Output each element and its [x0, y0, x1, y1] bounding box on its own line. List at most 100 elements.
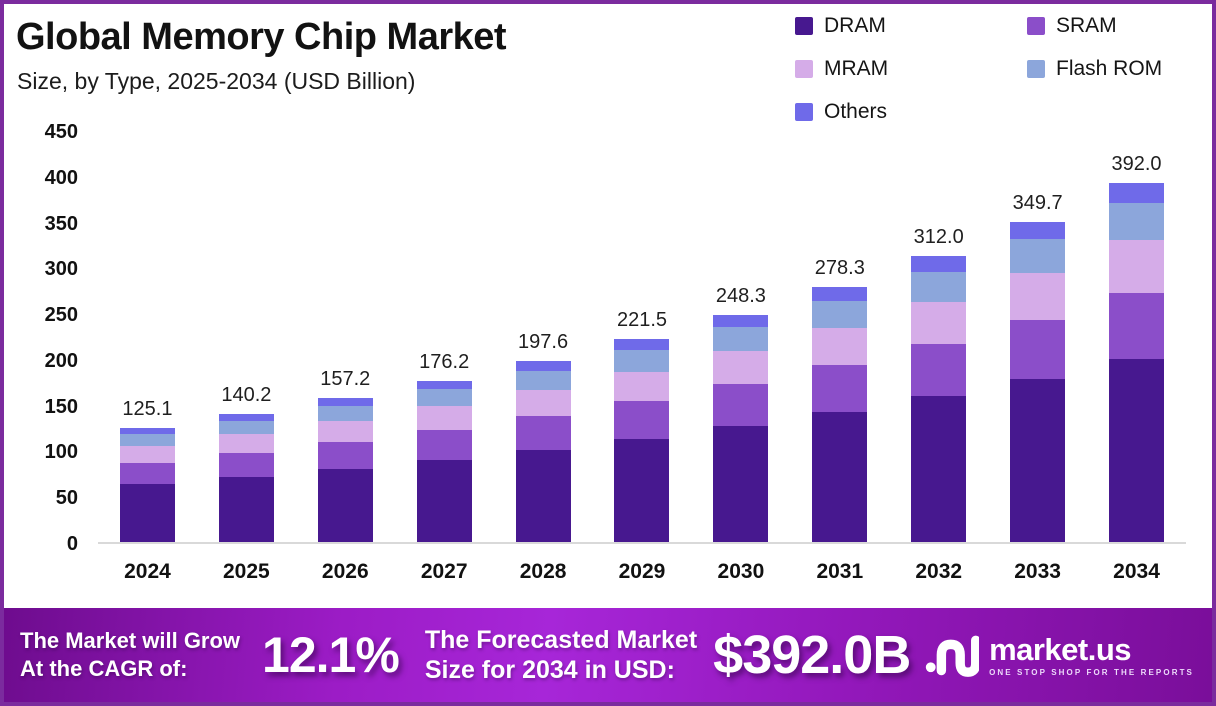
bar-slot-2033: 349.7: [988, 132, 1087, 542]
y-axis-tick-label: 150: [44, 395, 78, 418]
bar-segment-dram-2028: [515, 449, 571, 542]
y-axis-tick-label: 200: [44, 349, 78, 372]
bar-segment-sram-2033: [1010, 319, 1066, 379]
bar-segment-mram-2030: [713, 350, 769, 385]
bar-segment-mram-2029: [614, 371, 670, 402]
bar-segment-mram-2027: [416, 406, 472, 431]
forecast-label: The Forecasted Market Size for 2034 in U…: [425, 625, 697, 685]
x-axis-label-2032: 2032: [915, 560, 963, 583]
x-axis-label-2026: 2026: [321, 560, 369, 583]
y-axis-tick-label: 100: [44, 441, 78, 464]
bar-segment-others-2029: [614, 339, 670, 351]
bar-total-label-2026: 157.2: [320, 368, 371, 391]
bar-segment-flash-rom-2028: [515, 370, 571, 390]
y-axis-tick-label: 300: [44, 258, 78, 281]
legend-label: Flash ROM: [1056, 57, 1163, 80]
bar-segment-others-2027: [416, 380, 472, 390]
legend-item-sram: SRAM: [1027, 14, 1162, 38]
bar-segment-mram-2034: [1109, 240, 1165, 293]
bar-total-label-2025: 140.2: [221, 383, 272, 406]
x-axis-label-2029: 2029: [618, 560, 666, 583]
bar-total-label-2034: 392.0: [1111, 153, 1162, 176]
x-axis-label-2033: 2033: [1014, 560, 1061, 583]
bar-total-label-2033: 349.7: [1012, 191, 1063, 214]
bar-slot-2026: 157.2: [296, 132, 395, 542]
forecast-label-line1: The Forecasted Market: [424, 626, 698, 654]
bar-segment-dram-2025: [218, 476, 274, 542]
bar-segment-flash-rom-2027: [416, 389, 472, 407]
bar-segment-flash-rom-2034: [1109, 202, 1165, 241]
legend-swatch-icon: [795, 103, 813, 121]
bar-slot-2028: 197.6: [494, 132, 593, 542]
bar-segment-mram-2032: [911, 301, 967, 344]
bar-segment-dram-2031: [812, 412, 868, 542]
stacked-bar-2029: [614, 339, 670, 542]
legend-swatch-icon: [795, 60, 813, 78]
bar-segment-flash-rom-2031: [812, 300, 868, 328]
bar-segment-dram-2029: [614, 438, 670, 542]
x-axis-label-2030: 2030: [717, 560, 765, 583]
bar-segment-flash-rom-2026: [317, 405, 373, 421]
stacked-bar-2026: [317, 398, 373, 542]
bar-segment-others-2025: [218, 413, 274, 421]
y-axis-tick-label: 0: [66, 533, 78, 555]
bottom-banner: The Market will Grow At the CAGR of: 12.…: [4, 608, 1212, 702]
bar-slot-2029: 221.5: [593, 132, 692, 542]
bar-slot-2025: 140.2: [197, 132, 296, 542]
bar-segment-sram-2030: [713, 384, 769, 427]
y-axis-tick-label: 400: [44, 166, 78, 189]
bar-segment-dram-2033: [1010, 378, 1066, 542]
y-axis-tick-label: 50: [55, 487, 78, 510]
bar-segment-dram-2032: [911, 396, 967, 542]
x-axis-label-2024: 2024: [124, 560, 171, 583]
bar-total-label-2029: 221.5: [616, 309, 668, 332]
legend-item-others: Others: [795, 100, 1027, 124]
stacked-bar-2028: [515, 361, 571, 542]
x-axis: 2024 2025 2026 2027 2028 2029 2030 2031 2032 2033…: [98, 560, 1186, 584]
y-axis-tick-label: 350: [44, 212, 78, 235]
bar-segment-sram-2029: [614, 401, 670, 439]
bars-container: 125.1 140.2 157.2 176.2 197.6 221.5 248.3 278.3…: [98, 132, 1186, 542]
bar-segment-mram-2033: [1010, 272, 1066, 320]
bar-segment-dram-2024: [119, 483, 175, 542]
bar-segment-others-2028: [515, 361, 571, 371]
x-axis-label-2028: 2028: [519, 560, 567, 583]
bar-segment-flash-rom-2025: [218, 420, 274, 435]
stacked-bar-2027: [416, 380, 472, 542]
bar-segment-others-2032: [911, 256, 967, 272]
bar-segment-dram-2027: [416, 459, 472, 542]
bar-total-label-2027: 176.2: [419, 350, 470, 373]
bar-total-label-2031: 278.3: [814, 257, 865, 280]
legend-label: SRAM: [1056, 14, 1117, 37]
bar-segment-flash-rom-2032: [911, 271, 967, 302]
logo-name: market.us: [989, 631, 1132, 667]
legend-swatch-icon: [1027, 17, 1045, 35]
bar-slot-2024: 125.1: [98, 132, 197, 542]
bar-segment-mram-2026: [317, 420, 373, 443]
cagr-label: The Market will Grow At the CAGR of:: [20, 627, 240, 683]
forecast-label-line2: Size for 2034 in USD:: [424, 656, 675, 684]
legend-swatch-icon: [795, 17, 813, 35]
bar-segment-dram-2030: [713, 426, 769, 542]
bar-segment-sram-2027: [416, 430, 472, 460]
stacked-bar-2033: [1010, 221, 1066, 542]
x-axis-label-2031: 2031: [816, 560, 864, 583]
legend-swatch-icon: [1027, 60, 1045, 78]
bar-segment-sram-2024: [119, 462, 175, 484]
bar-segment-others-2034: [1109, 183, 1165, 203]
cagr-label-line2: At the CAGR of:: [20, 656, 188, 681]
logo-text-block: market.us ONE STOP SHOP FOR THE REPORTS: [989, 631, 1194, 677]
bar-segment-flash-rom-2033: [1010, 239, 1066, 273]
bar-slot-2027: 176.2: [395, 132, 494, 542]
stacked-bar-2034: [1109, 183, 1165, 542]
market-us-logo: market.us ONE STOP SHOP FOR THE REPORTS: [925, 626, 1194, 684]
bar-segment-flash-rom-2024: [119, 433, 175, 446]
bar-slot-2032: 312.0: [889, 132, 988, 542]
x-axis-label-2025: 2025: [223, 560, 270, 583]
stacked-bar-2024: [119, 427, 175, 542]
bar-segment-others-2026: [317, 398, 373, 406]
bar-segment-mram-2028: [515, 389, 571, 417]
bar-segment-dram-2026: [317, 468, 373, 542]
legend-label: Others: [824, 100, 888, 123]
